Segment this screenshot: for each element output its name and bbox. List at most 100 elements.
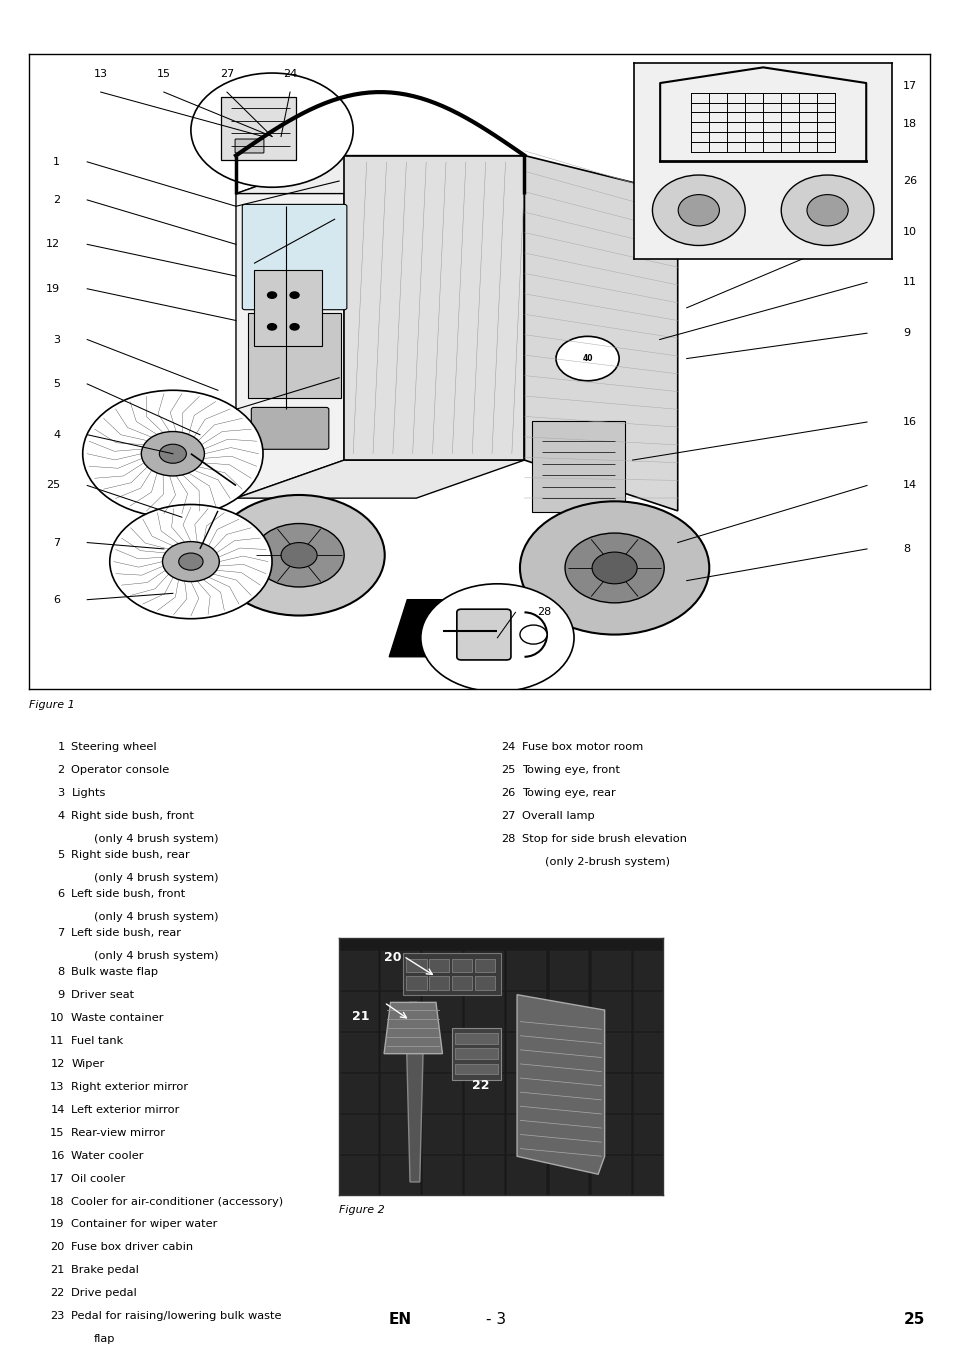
Text: 24: 24 (283, 69, 297, 80)
Text: Left exterior mirror: Left exterior mirror (71, 1104, 179, 1115)
FancyBboxPatch shape (465, 992, 503, 1030)
Text: Stop for side brush elevation: Stop for side brush elevation (521, 834, 686, 844)
Text: 8: 8 (57, 967, 65, 977)
FancyBboxPatch shape (465, 1115, 503, 1154)
FancyBboxPatch shape (380, 1033, 419, 1072)
Text: Right side bush, front: Right side bush, front (71, 811, 194, 821)
Text: Right side bush, rear: Right side bush, rear (71, 850, 190, 860)
Text: 28: 28 (500, 834, 515, 844)
Text: 12: 12 (46, 239, 60, 250)
Text: 27: 27 (500, 811, 515, 821)
Text: 26: 26 (500, 788, 515, 798)
FancyBboxPatch shape (591, 1156, 630, 1195)
Text: 6: 6 (57, 890, 65, 899)
FancyBboxPatch shape (234, 139, 264, 153)
FancyBboxPatch shape (380, 952, 419, 990)
Text: Operator console: Operator console (71, 765, 170, 775)
FancyBboxPatch shape (422, 992, 461, 1030)
FancyBboxPatch shape (380, 1156, 419, 1195)
FancyBboxPatch shape (633, 952, 672, 990)
Text: 18: 18 (902, 119, 916, 128)
Circle shape (83, 390, 263, 517)
FancyBboxPatch shape (402, 953, 501, 995)
FancyBboxPatch shape (549, 1115, 588, 1154)
Text: 7: 7 (53, 537, 60, 548)
Text: 5: 5 (53, 379, 60, 389)
FancyBboxPatch shape (422, 1033, 461, 1072)
FancyBboxPatch shape (455, 1049, 497, 1058)
Circle shape (281, 543, 316, 568)
Text: Waste container: Waste container (71, 1012, 164, 1023)
Circle shape (253, 524, 344, 587)
FancyBboxPatch shape (429, 976, 449, 990)
Text: 4: 4 (57, 811, 65, 821)
FancyBboxPatch shape (429, 958, 449, 972)
Text: 28: 28 (537, 608, 551, 617)
Text: 5: 5 (57, 850, 65, 860)
FancyBboxPatch shape (507, 992, 546, 1030)
FancyBboxPatch shape (633, 1075, 672, 1112)
Text: (only 4 brush system): (only 4 brush system) (94, 834, 218, 844)
Text: Right exterior mirror: Right exterior mirror (71, 1081, 189, 1092)
Circle shape (519, 501, 708, 634)
FancyBboxPatch shape (549, 1075, 588, 1112)
FancyBboxPatch shape (465, 1156, 503, 1195)
FancyBboxPatch shape (465, 1033, 503, 1072)
FancyBboxPatch shape (549, 1156, 588, 1195)
Text: 20: 20 (384, 952, 401, 964)
Text: 12: 12 (51, 1058, 65, 1069)
Polygon shape (517, 995, 604, 1174)
Circle shape (290, 324, 298, 329)
Circle shape (162, 541, 219, 582)
Text: 4: 4 (53, 429, 60, 440)
Circle shape (519, 625, 546, 644)
FancyBboxPatch shape (455, 1033, 497, 1044)
FancyBboxPatch shape (507, 1075, 546, 1112)
FancyBboxPatch shape (422, 1156, 461, 1195)
Text: Cooler for air-conditioner (accessory): Cooler for air-conditioner (accessory) (71, 1196, 283, 1207)
FancyBboxPatch shape (591, 1033, 630, 1072)
Text: 14: 14 (902, 481, 916, 490)
FancyBboxPatch shape (456, 609, 511, 660)
Polygon shape (389, 599, 524, 657)
Text: 19: 19 (46, 284, 60, 294)
Polygon shape (344, 155, 524, 460)
Text: Figure 2: Figure 2 (338, 1204, 384, 1215)
FancyBboxPatch shape (507, 1033, 546, 1072)
Text: Oil cooler: Oil cooler (71, 1173, 126, 1184)
Text: 2: 2 (57, 765, 65, 775)
FancyBboxPatch shape (591, 952, 630, 990)
FancyBboxPatch shape (406, 958, 426, 972)
FancyBboxPatch shape (452, 958, 472, 972)
FancyBboxPatch shape (380, 1115, 419, 1154)
Circle shape (556, 336, 618, 381)
Polygon shape (235, 155, 344, 498)
Text: 17: 17 (902, 81, 916, 90)
FancyBboxPatch shape (549, 992, 588, 1030)
Text: Overall lamp: Overall lamp (521, 811, 595, 821)
Text: (only 2-brush system): (only 2-brush system) (544, 857, 669, 867)
Circle shape (652, 176, 744, 246)
Text: (only 4 brush system): (only 4 brush system) (94, 913, 218, 922)
Text: Container for wiper water: Container for wiper water (71, 1219, 217, 1230)
FancyBboxPatch shape (338, 952, 377, 990)
FancyBboxPatch shape (248, 313, 341, 398)
Text: 20: 20 (51, 1242, 65, 1253)
FancyBboxPatch shape (507, 1115, 546, 1154)
FancyBboxPatch shape (549, 1033, 588, 1072)
FancyBboxPatch shape (455, 1064, 497, 1075)
Circle shape (290, 292, 298, 298)
FancyBboxPatch shape (633, 1156, 672, 1195)
FancyBboxPatch shape (465, 952, 503, 990)
Circle shape (178, 554, 203, 570)
Polygon shape (524, 155, 677, 510)
FancyBboxPatch shape (406, 976, 426, 990)
Text: 24: 24 (500, 743, 515, 752)
Text: 15: 15 (51, 1127, 65, 1138)
Circle shape (110, 505, 272, 618)
Text: Operating and Functional Elements: Operating and Functional Elements (312, 14, 641, 32)
FancyBboxPatch shape (422, 952, 461, 990)
FancyBboxPatch shape (338, 1115, 377, 1154)
FancyBboxPatch shape (591, 1075, 630, 1112)
FancyBboxPatch shape (242, 204, 347, 309)
